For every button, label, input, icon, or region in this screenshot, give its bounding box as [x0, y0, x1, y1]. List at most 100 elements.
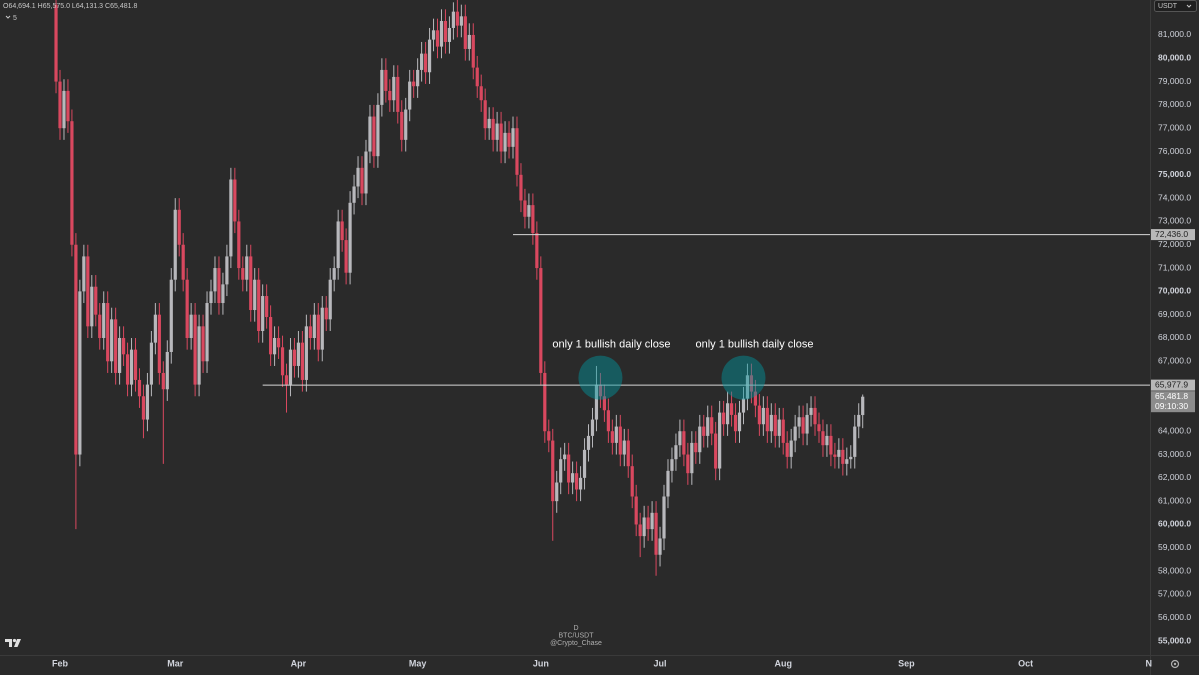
candle-body	[793, 426, 797, 441]
candle-body	[340, 221, 344, 241]
x-tick-label: Mar	[167, 658, 184, 668]
candle-body	[245, 256, 249, 280]
candle-body	[686, 454, 690, 474]
candle-body	[801, 417, 805, 434]
candle-body	[443, 20, 448, 42]
candle-body	[610, 431, 614, 443]
settings-button[interactable]	[1170, 659, 1180, 669]
y-tick-label: 60,000.0	[1158, 519, 1191, 529]
candle-body	[237, 221, 241, 269]
candle-body	[455, 11, 459, 26]
y-tick-label: 67,000.0	[1158, 356, 1191, 366]
y-tick-label: 77,000.0	[1158, 122, 1191, 132]
candle-body	[463, 16, 467, 49]
y-tick-label: 73,000.0	[1158, 216, 1191, 226]
candle-body	[797, 417, 801, 427]
candle-body	[320, 307, 324, 350]
x-tick-label: May	[409, 658, 427, 668]
candle-body	[62, 90, 66, 129]
y-tick-label: 76,000.0	[1158, 146, 1191, 156]
plot-area: only 1 bullish daily close only 1 bullish…	[54, 0, 1150, 576]
candle-body	[706, 417, 710, 436]
candle-body	[821, 431, 825, 446]
ohlc-header: O64,694.1 H65,575.0 L64,131.3 C65,481.8	[3, 3, 137, 10]
candle-body	[781, 419, 785, 443]
indicator-toggle[interactable]: 5	[5, 15, 17, 22]
candle-body	[300, 342, 305, 380]
y-tick-label: 56,000.0	[1158, 612, 1191, 622]
candle-body	[606, 410, 610, 432]
candle-body	[201, 326, 205, 362]
candle-body	[674, 445, 678, 460]
y-tick-label: 78,000.0	[1158, 99, 1191, 109]
candle-body	[499, 123, 503, 152]
candle-body	[133, 349, 138, 380]
candle-body	[328, 279, 332, 320]
candle-body	[86, 256, 90, 327]
annotation: only 1 bullish daily close	[552, 339, 670, 351]
currency-dropdown[interactable]: USDT	[1154, 0, 1197, 12]
candle-body	[503, 132, 507, 152]
y-tick-label: 58,000.0	[1158, 565, 1191, 575]
candle-body	[173, 209, 177, 280]
candle-body	[344, 240, 348, 273]
candle-body	[435, 30, 440, 47]
y-tick-label: 74,000.0	[1158, 192, 1191, 202]
close-label: C65,481.8	[105, 3, 137, 10]
candle-body	[205, 303, 209, 362]
candle-body	[118, 337, 122, 373]
candle-body	[447, 27, 452, 42]
x-tick-label: Jun	[533, 658, 549, 668]
candle-body	[638, 524, 642, 537]
candle-body	[574, 473, 579, 490]
candle-body	[348, 202, 352, 273]
candle-body	[324, 307, 328, 320]
candle-body	[666, 470, 670, 497]
candle-body	[741, 398, 746, 413]
candle-body	[157, 314, 161, 373]
candle-body	[189, 314, 193, 338]
candle-body	[777, 419, 781, 436]
level-tag	[1151, 379, 1195, 391]
candle-body	[654, 512, 658, 555]
candle-body	[475, 67, 479, 87]
candle-body	[761, 407, 765, 425]
y-tick-label: 72,000.0	[1158, 239, 1191, 249]
candle-body	[121, 337, 126, 355]
candle-body	[745, 375, 750, 399]
y-tick-label: 68,000.0	[1158, 332, 1191, 342]
candle-body	[459, 16, 463, 26]
candle-body	[269, 317, 273, 355]
candle-body	[376, 104, 380, 157]
candle-body	[841, 449, 845, 464]
candle-body	[702, 426, 706, 436]
candle-body	[304, 326, 308, 380]
candle-body	[829, 435, 833, 455]
candle-body	[217, 268, 221, 304]
candle-body	[539, 268, 543, 373]
candle-body	[614, 426, 618, 443]
level-tag-label: 72,436.0	[1155, 229, 1188, 239]
candle-body	[511, 128, 515, 147]
candle-body	[813, 407, 817, 425]
candle-body	[423, 53, 428, 73]
x-tick-label: N	[1146, 658, 1153, 668]
candle-body	[729, 403, 734, 415]
candle-body	[765, 407, 769, 432]
candle-body	[169, 279, 173, 352]
logo[interactable]	[5, 638, 21, 647]
y-tick-label: 61,000.0	[1158, 495, 1191, 505]
candle-body	[165, 351, 169, 390]
y-tick-label: 80,000.0	[1158, 53, 1191, 63]
candle-body	[241, 268, 245, 280]
candle-body	[626, 440, 630, 467]
candle-body	[710, 417, 714, 434]
candle-body	[284, 375, 289, 385]
candle-body	[634, 496, 638, 525]
candle-body	[352, 186, 356, 203]
candle-body	[479, 86, 483, 101]
candle-body	[372, 116, 376, 157]
candle-body	[670, 459, 674, 471]
candle-body	[678, 431, 682, 446]
candle-body	[769, 414, 773, 432]
